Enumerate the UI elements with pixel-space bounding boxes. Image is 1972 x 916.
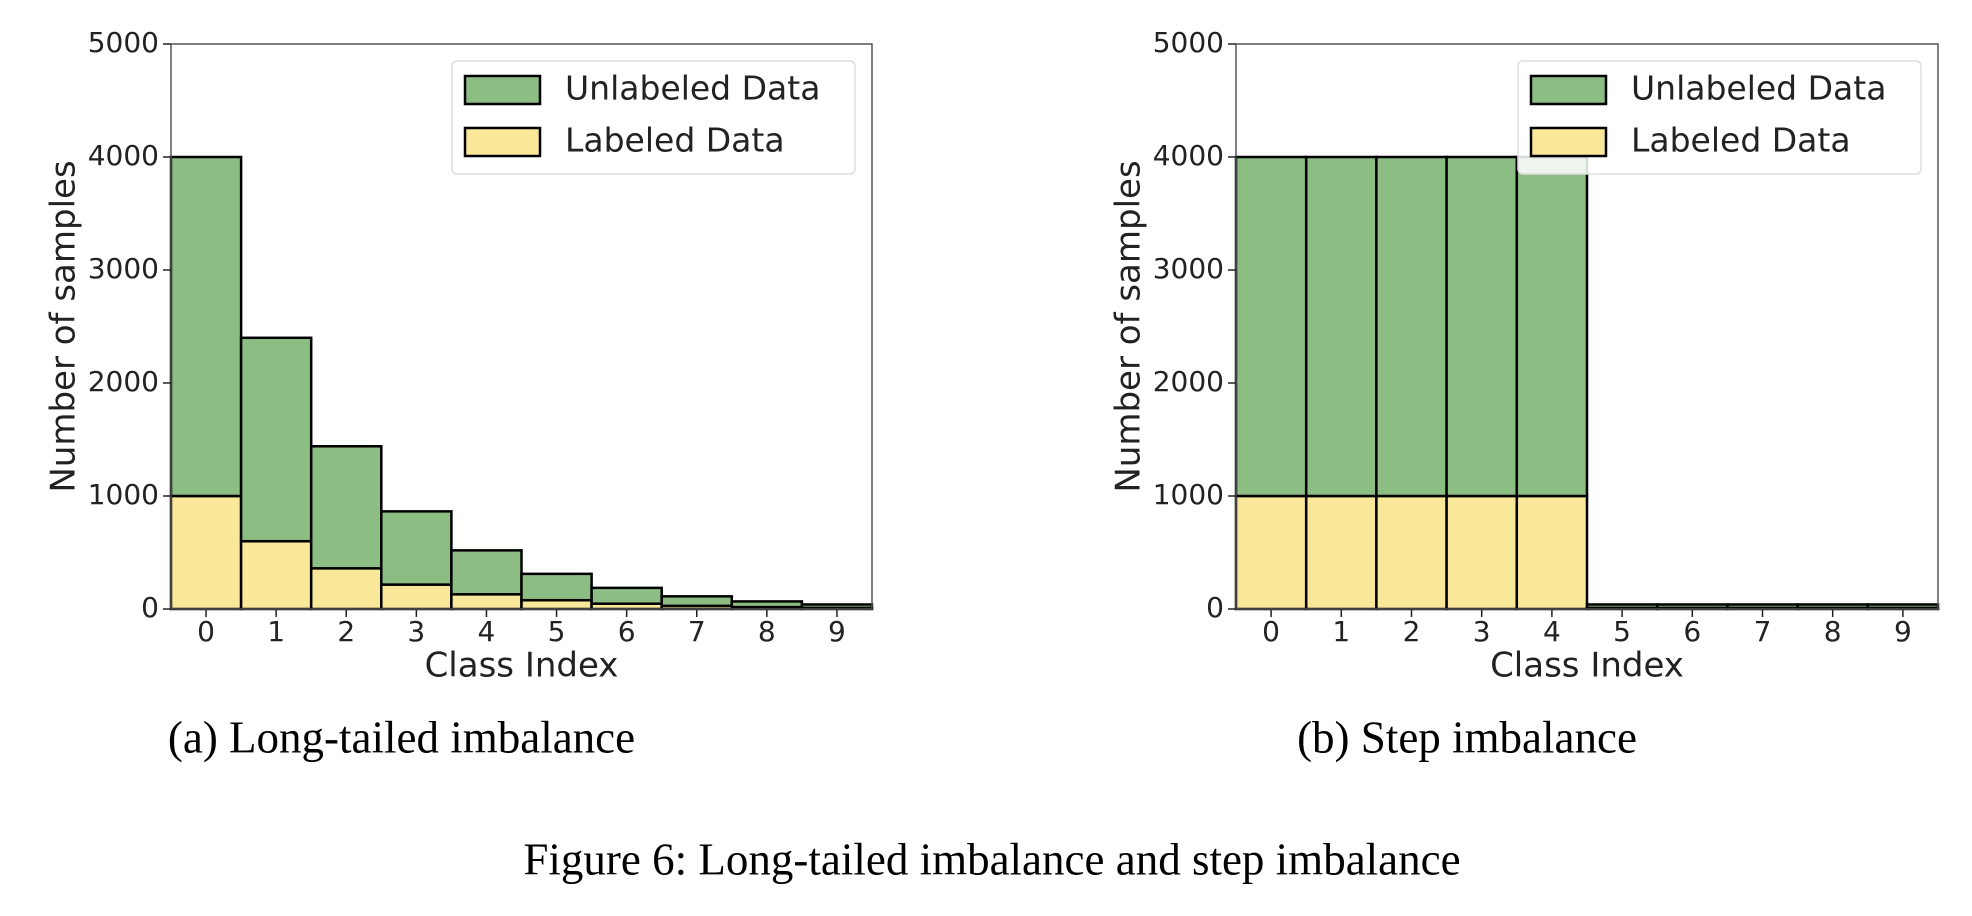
x-tick-label: 4: [478, 615, 496, 648]
x-tick-label: 1: [1332, 615, 1350, 648]
y-tick-label: 3000: [1153, 252, 1224, 285]
x-tick-label: 9: [828, 615, 846, 648]
bar-segment: [450, 549, 523, 596]
bar-segment: [730, 600, 804, 609]
bar-segment: [1234, 155, 1308, 498]
bar-segment: [1515, 155, 1589, 498]
y-tick-label: 0: [141, 591, 159, 624]
legend-box: [1517, 60, 1922, 175]
bar-segment: [309, 445, 383, 570]
x-axis-label: Class Index: [1490, 646, 1684, 686]
bar-segment: [1445, 494, 1519, 611]
x-tick-label: 8: [758, 615, 776, 648]
y-tick-label: 5000: [1153, 26, 1224, 59]
y-tick-label: 1000: [88, 478, 159, 511]
bar-segment: [1515, 494, 1589, 611]
bar-segment: [660, 595, 734, 608]
x-tick-label: 3: [407, 615, 425, 648]
legend-label: Labeled Data: [565, 121, 785, 160]
bar-segment: [169, 155, 243, 498]
bar-segment: [309, 567, 383, 611]
x-tick-label: 0: [1262, 615, 1280, 648]
y-tick-label: 3000: [88, 252, 159, 285]
figure-caption: Figure 6: Long-tailed imbalance and step…: [523, 834, 1460, 884]
x-tick-label: 6: [1683, 615, 1701, 648]
x-tick-label: 1: [267, 615, 285, 648]
axes-frame: [170, 43, 873, 610]
bar-segment: [1375, 494, 1448, 611]
x-tick-label: 7: [1754, 615, 1772, 648]
legend-label: Unlabeled Data: [565, 69, 820, 108]
bar-segment: [450, 593, 523, 611]
x-tick-label: 2: [337, 615, 355, 648]
bar-segment: [1375, 155, 1448, 498]
bar-segment: [239, 336, 313, 543]
legend: Unlabeled Data Labeled Data: [451, 60, 856, 175]
bar-segment: [1304, 155, 1378, 498]
x-tick-label: 9: [1894, 615, 1912, 648]
x-tick-label: 0: [197, 615, 215, 648]
bar-segment: [169, 494, 243, 611]
bar-segment: [1726, 603, 1799, 610]
x-axis-label: Class Index: [425, 646, 619, 686]
y-tick-label: 2000: [1153, 365, 1224, 398]
legend-swatch: [1529, 74, 1608, 106]
x-tick-label: 3: [1473, 615, 1491, 648]
y-axis-label: Number of samples: [44, 160, 84, 492]
bar-segment: [1304, 494, 1378, 611]
y-tick-label: 1000: [1153, 478, 1224, 511]
legend-swatch: [463, 74, 542, 106]
x-tick-label: 2: [1403, 615, 1421, 648]
y-tick-label: 5000: [88, 26, 159, 59]
bar-segment: [380, 583, 453, 611]
bar-segment: [590, 586, 663, 605]
y-tick-label: 4000: [88, 139, 159, 172]
bar-segment: [1445, 155, 1519, 498]
bar-segment: [239, 539, 313, 611]
legend-swatch: [463, 126, 542, 158]
panel-caption: (b) Step imbalance: [1297, 712, 1637, 762]
legend-swatch: [1529, 126, 1608, 158]
y-tick-label: 4000: [1153, 139, 1224, 172]
bar-segment: [1585, 603, 1659, 610]
bar-segment: [1866, 603, 1940, 610]
bar-segment: [380, 510, 453, 586]
legend-label: Labeled Data: [1631, 121, 1851, 160]
y-axis-label: Number of samples: [1109, 160, 1149, 492]
x-tick-label: 6: [618, 615, 636, 648]
y-tick-label: 2000: [88, 365, 159, 398]
bar-segment: [1796, 603, 1870, 610]
legend-label: Unlabeled Data: [1631, 69, 1886, 108]
legend-box: [451, 60, 856, 175]
bar-segment: [520, 572, 593, 602]
x-tick-label: 5: [548, 615, 566, 648]
x-tick-label: 7: [688, 615, 706, 648]
axes-frame: [1235, 43, 1939, 610]
x-tick-label: 5: [1613, 615, 1631, 648]
bar-segment: [1234, 494, 1308, 611]
legend: Unlabeled Data Labeled Data: [1517, 60, 1922, 175]
bar-segment: [1655, 603, 1729, 610]
x-tick-label: 8: [1824, 615, 1842, 648]
y-tick-label: 0: [1206, 591, 1224, 624]
x-tick-label: 4: [1543, 615, 1561, 648]
panel-caption: (a) Long-tailed imbalance: [168, 712, 635, 762]
bar-segment: [800, 603, 874, 610]
bar-segment: [520, 598, 593, 611]
